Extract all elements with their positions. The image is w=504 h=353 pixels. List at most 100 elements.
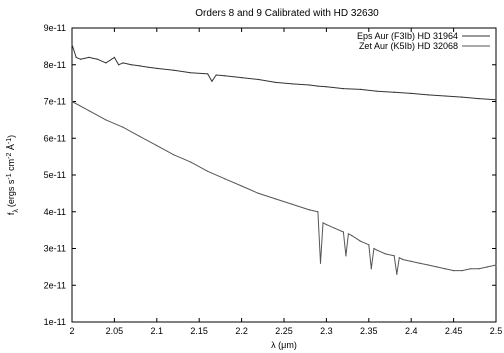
series-1-point (376, 249, 378, 251)
series-0-point (122, 62, 124, 64)
y-tick-label: 1e-11 (44, 317, 66, 327)
ylabel-cm: cm (6, 159, 16, 174)
series-0-point (291, 83, 294, 85)
y-tick-label: 3e-11 (44, 244, 66, 254)
y-tick-label: 5e-11 (44, 170, 66, 180)
series-0-point (190, 72, 192, 74)
y-tick-label: 8e-11 (44, 60, 66, 70)
series-0-point (79, 58, 82, 60)
series-0-point (478, 98, 480, 100)
series-0-point (427, 94, 429, 96)
x-tick-label: 2.05 (106, 326, 124, 336)
series-0-point (258, 78, 260, 81)
series-1-point (495, 264, 497, 266)
series-0-point (317, 85, 319, 87)
series-group (71, 43, 497, 275)
ylabel-f: f (6, 212, 16, 215)
series-1-point (207, 170, 209, 172)
series-0-point (215, 74, 217, 76)
series-1-point (470, 268, 472, 270)
series-0-point (88, 56, 90, 59)
series-0-point (342, 88, 344, 90)
series-1-point (224, 178, 226, 180)
series-1-point (139, 135, 141, 137)
series-1-point (347, 233, 349, 235)
series-1-point (258, 192, 260, 194)
series-1-point (122, 126, 124, 128)
series-1-point (308, 209, 310, 211)
series-1-point (461, 270, 463, 272)
legend-entry-eps-aur: Eps Aur (F3Ib) HD 31964 (357, 31, 458, 41)
series-1-point (370, 268, 372, 270)
series-1-point (334, 227, 336, 229)
legend: Eps Aur (F3Ib) HD 31964 Zet Aur (K5Ib) H… (357, 31, 490, 51)
series-line-0 (71, 44, 497, 101)
series-1-point (274, 198, 277, 200)
series-line-1 (71, 101, 497, 275)
y-tick-label: 2e-11 (44, 280, 66, 290)
ylabel-exp2: -2 (6, 153, 13, 159)
series-1-point (444, 268, 446, 270)
ylabel-exp1: -1 (6, 173, 13, 179)
series-1-point (486, 266, 489, 268)
y-tick-label: 7e-11 (44, 97, 66, 107)
series-0-point (173, 69, 175, 71)
x-tick-label: 2.2 (235, 326, 248, 336)
series-0-point (376, 90, 378, 92)
chart-title: Orders 8 and 9 Calibrated with HD 32630 (195, 8, 379, 19)
series-1-point (241, 185, 243, 187)
series-0-point (461, 96, 463, 98)
series-1-point (419, 262, 421, 264)
y-tick-label: 9e-11 (44, 23, 66, 33)
series-0-point (308, 84, 310, 86)
series-0-point (410, 92, 412, 94)
series-0-point (71, 43, 73, 46)
y-tick-label: 6e-11 (44, 133, 66, 143)
series-1-point (368, 244, 370, 246)
y-tick-label: 4e-11 (44, 207, 66, 217)
series-0-point (139, 65, 141, 67)
ylabel-body: (ergs s (6, 179, 16, 207)
series-0-point (105, 62, 107, 64)
series-0-point (75, 56, 77, 59)
series-1-point (478, 268, 480, 270)
x-tick-label: 2.45 (445, 326, 463, 336)
series-0-point (130, 64, 132, 66)
series-0-point (96, 58, 98, 60)
x-tick-label: 2 (69, 326, 74, 336)
series-0-point (207, 73, 209, 75)
series-1-point (173, 154, 175, 156)
series-1-point (351, 235, 353, 237)
series-1-point (373, 247, 375, 250)
ylabel-A: Å (6, 144, 16, 153)
x-axis-label: λ (μm) (271, 340, 297, 350)
series-0-point (325, 86, 327, 88)
series-0-point (156, 67, 158, 69)
plot-frame (71, 27, 497, 323)
series-0-point (495, 99, 497, 101)
x-tick-label: 2.35 (360, 326, 378, 336)
series-1-point (190, 161, 192, 163)
series-1-point (317, 211, 319, 213)
x-tick-label: 2.3 (320, 326, 333, 336)
series-0-point (393, 91, 395, 93)
series-0-point (118, 64, 120, 66)
series-1-point (396, 273, 398, 275)
series-1-point (319, 262, 322, 264)
series-1-point (325, 224, 327, 226)
x-tick-label: 2.5 (490, 326, 503, 336)
series-0-point (241, 77, 243, 79)
series-1-point (342, 231, 344, 233)
series-1-point (398, 257, 400, 259)
series-1-point (393, 255, 395, 257)
ylabel-exp3: -1 (6, 138, 13, 144)
x-tick-label: 2.15 (190, 326, 208, 336)
x-tick-label: 2.25 (275, 326, 293, 336)
series-1-point (427, 264, 429, 266)
series-0-point (359, 88, 361, 90)
series-1-point (322, 222, 324, 224)
series-1-point (71, 100, 73, 103)
series-1-point (453, 270, 455, 272)
series-1-point (410, 260, 412, 262)
